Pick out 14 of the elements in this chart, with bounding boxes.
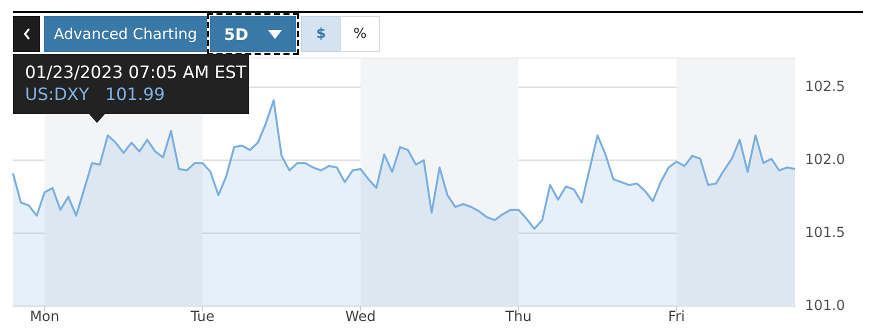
x-tick-label: Fri [668,309,685,326]
text: Advanced Charting [44,16,207,52]
y-tick-label: 102.5 [805,78,846,95]
y-tick-label: 102.0 [805,152,846,168]
x-tick-label: Wed [345,309,376,326]
x-tick-label: Tue [190,309,215,326]
y-tick-label: 101.5 [805,224,846,241]
text: 5D [210,16,296,52]
text: % [340,16,380,52]
text: $ [301,16,341,52]
x-tick-label: Thu [504,309,532,326]
annotation: 01/23/2023 07:05 AM EST US:DXY 101.99 [25,62,246,106]
y-tick-label: 101.0 [805,298,846,314]
x-tick-label: Mon [30,309,60,326]
